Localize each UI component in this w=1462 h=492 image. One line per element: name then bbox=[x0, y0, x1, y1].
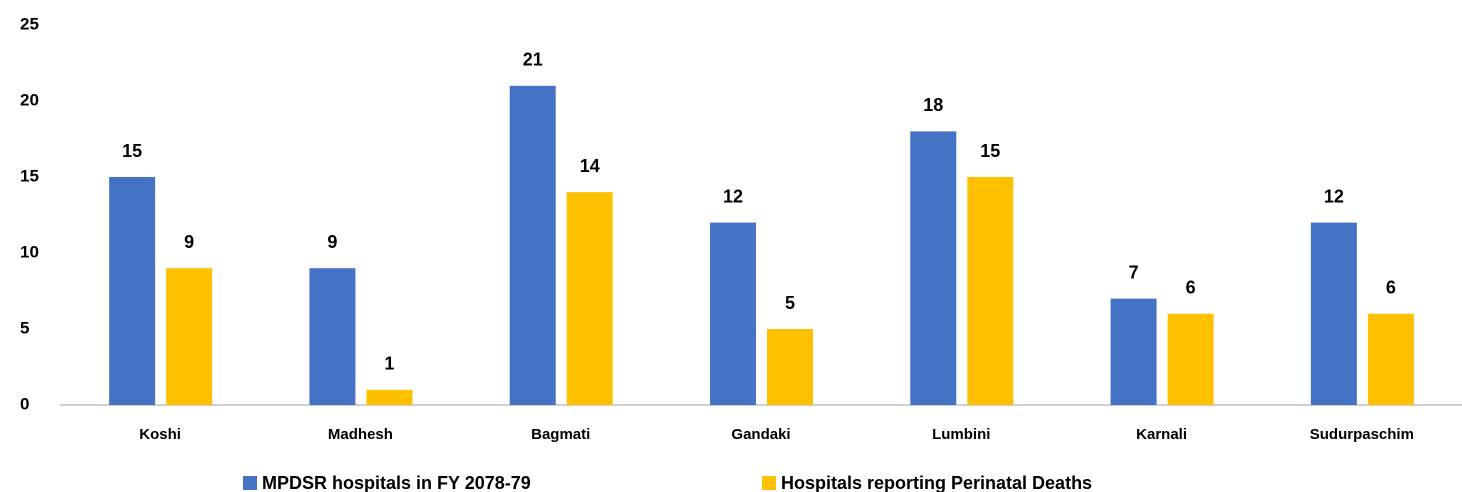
y-tick-label: 0 bbox=[20, 394, 29, 413]
bar bbox=[566, 192, 613, 405]
data-label: 1 bbox=[384, 354, 394, 374]
x-tick-label: Bagmati bbox=[531, 426, 590, 443]
y-tick-label: 25 bbox=[20, 14, 39, 33]
bar bbox=[1310, 222, 1357, 405]
legend-swatch bbox=[762, 476, 776, 490]
data-label: 9 bbox=[327, 232, 337, 252]
data-label: 12 bbox=[1324, 186, 1344, 206]
bar bbox=[1167, 313, 1214, 405]
x-tick-label: Karnali bbox=[1136, 426, 1187, 443]
bar bbox=[710, 222, 756, 405]
legend-swatch bbox=[243, 476, 257, 490]
bar bbox=[1367, 313, 1414, 405]
y-tick-label: 20 bbox=[20, 90, 39, 109]
x-tick-label: Lumbini bbox=[932, 426, 990, 443]
x-tick-label: Koshi bbox=[139, 426, 181, 443]
data-label: 6 bbox=[1186, 278, 1196, 298]
data-label: 14 bbox=[580, 156, 600, 176]
bar bbox=[1110, 298, 1157, 405]
bar bbox=[309, 268, 356, 405]
bar bbox=[109, 177, 156, 405]
data-label: 12 bbox=[723, 186, 743, 206]
data-label: 15 bbox=[122, 141, 142, 161]
data-label: 5 bbox=[785, 293, 795, 313]
data-label: 9 bbox=[184, 232, 194, 252]
data-label: 18 bbox=[923, 95, 943, 115]
data-label: 21 bbox=[523, 50, 543, 70]
data-label: 7 bbox=[1129, 262, 1139, 282]
bar bbox=[366, 389, 413, 405]
y-tick-label: 15 bbox=[20, 166, 39, 185]
legend-label: Hospitals reporting Perinatal Deaths bbox=[781, 473, 1092, 492]
bar bbox=[910, 131, 957, 405]
legend-label: MPDSR hospitals in FY 2078-79 bbox=[262, 473, 531, 492]
y-tick-label: 10 bbox=[20, 242, 39, 261]
bar bbox=[509, 85, 556, 406]
data-label: 15 bbox=[980, 141, 1000, 161]
x-tick-label: Sudurpaschim bbox=[1310, 426, 1414, 443]
y-tick-label: 5 bbox=[20, 318, 29, 337]
bar bbox=[767, 329, 813, 405]
x-tick-label: Gandaki bbox=[731, 426, 790, 443]
data-label: 6 bbox=[1386, 278, 1396, 298]
bar bbox=[967, 177, 1014, 405]
x-tick-label: Madhesh bbox=[328, 426, 393, 443]
bar bbox=[166, 268, 213, 405]
